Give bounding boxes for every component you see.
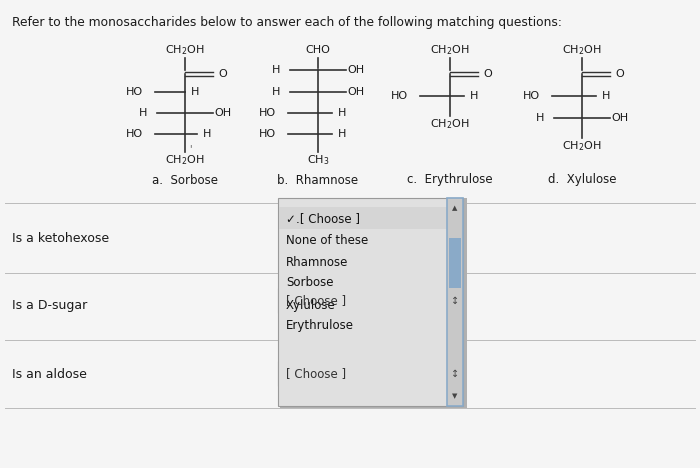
- Text: OH: OH: [347, 65, 365, 75]
- Text: Xylulose: Xylulose: [286, 299, 336, 312]
- Text: a.  Sorbose: a. Sorbose: [152, 174, 218, 187]
- Text: ▲: ▲: [452, 205, 458, 211]
- Text: O: O: [218, 69, 228, 79]
- Text: H: H: [338, 129, 346, 139]
- Text: CH$_3$: CH$_3$: [307, 153, 329, 167]
- Text: H: H: [272, 87, 280, 97]
- Text: Rhamnose: Rhamnose: [286, 256, 349, 269]
- Text: Sorbose: Sorbose: [286, 277, 333, 290]
- Bar: [278, 198, 463, 406]
- Bar: [278, 288, 463, 313]
- Text: d.  Xylulose: d. Xylulose: [547, 174, 616, 187]
- Text: HO: HO: [126, 129, 143, 139]
- Text: CH$_2$OH: CH$_2$OH: [430, 117, 470, 131]
- Text: b.  Rhamnose: b. Rhamnose: [277, 174, 358, 187]
- Text: Is a ketohexose: Is a ketohexose: [12, 232, 109, 244]
- Text: CH$_2$OH: CH$_2$OH: [562, 139, 602, 153]
- Bar: [447, 288, 463, 313]
- Bar: [278, 361, 463, 386]
- Text: ↕: ↕: [451, 369, 459, 379]
- Text: H: H: [139, 108, 147, 118]
- Bar: [447, 198, 463, 406]
- Text: HO: HO: [259, 129, 276, 139]
- Text: Refer to the monosaccharides below to answer each of the following matching ques: Refer to the monosaccharides below to an…: [12, 16, 562, 29]
- Bar: [447, 361, 463, 386]
- Text: H: H: [602, 91, 610, 101]
- Text: H: H: [536, 113, 544, 123]
- Text: ↕: ↕: [451, 296, 459, 306]
- Text: CHO: CHO: [306, 45, 330, 55]
- Text: Is an aldose: Is an aldose: [12, 367, 87, 380]
- Text: ': ': [189, 144, 191, 154]
- Text: OH: OH: [611, 113, 629, 123]
- Text: O: O: [484, 69, 492, 79]
- Text: O: O: [615, 69, 624, 79]
- Text: Erythrulose: Erythrulose: [286, 320, 354, 332]
- Text: CH$_2$OH: CH$_2$OH: [562, 43, 602, 57]
- Text: Is a D-sugar: Is a D-sugar: [12, 300, 88, 313]
- Text: HO: HO: [126, 87, 143, 97]
- Text: CH$_2$OH: CH$_2$OH: [165, 153, 205, 167]
- Text: CH$_2$OH: CH$_2$OH: [430, 43, 470, 57]
- Text: H: H: [470, 91, 478, 101]
- Text: CH$_2$OH: CH$_2$OH: [165, 43, 205, 57]
- Text: ▼: ▼: [452, 393, 458, 399]
- Text: [ Choose ]: [ Choose ]: [286, 367, 346, 380]
- Text: HO: HO: [523, 91, 540, 101]
- Text: H: H: [338, 108, 346, 118]
- Bar: [447, 198, 463, 406]
- Text: [ Choose ]: [ Choose ]: [286, 294, 346, 307]
- Text: H: H: [203, 129, 211, 139]
- Bar: [449, 238, 461, 288]
- Text: HO: HO: [259, 108, 276, 118]
- Text: ✓․[ Choose ]: ✓․[ Choose ]: [286, 212, 360, 226]
- Text: c.  Erythrulose: c. Erythrulose: [407, 174, 493, 187]
- Text: HO: HO: [391, 91, 408, 101]
- Text: OH: OH: [347, 87, 365, 97]
- Text: None of these: None of these: [286, 234, 368, 248]
- Bar: [280, 198, 467, 408]
- Bar: [279, 207, 447, 229]
- Text: H: H: [191, 87, 200, 97]
- Text: OH: OH: [214, 108, 232, 118]
- Text: H: H: [272, 65, 280, 75]
